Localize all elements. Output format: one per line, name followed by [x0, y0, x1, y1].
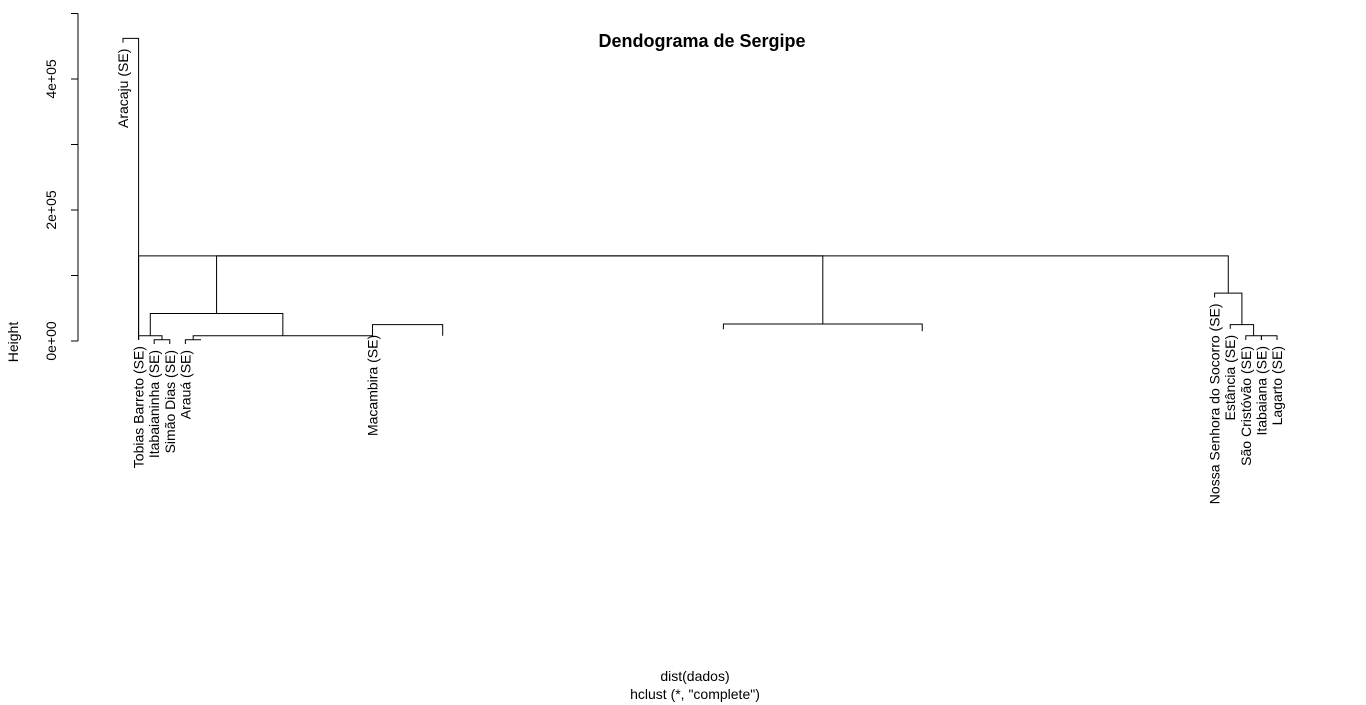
dendrogram-branch	[122, 37, 140, 341]
chart-title: Dendograma de Sergipe	[598, 31, 805, 51]
leaf-label: Aracaju (SE)	[115, 49, 131, 128]
dendrogram-branch	[138, 255, 1229, 341]
dendrogram-branch	[149, 312, 284, 336]
x-axis-sublabel: hclust (*, "complete")	[630, 686, 760, 702]
leaf-label: Estância (SE)	[1222, 335, 1238, 421]
x-axis-label: dist(dados)	[660, 668, 729, 684]
dendrogram-branch	[184, 339, 201, 344]
dendrogram-branch	[216, 255, 824, 324]
dendrogram-branch	[1245, 335, 1262, 341]
y-tick-label: 0e+00	[43, 321, 59, 361]
leaf-label: São Cristóvão (SE)	[1238, 346, 1254, 466]
dendrogram-branches	[122, 37, 1278, 344]
leaf-label: Arauá (SE)	[177, 350, 193, 419]
leaf-label: Nossa Senhora do Socorro (SE)	[1207, 303, 1223, 504]
leaf-label: Macambira (SE)	[365, 335, 381, 436]
y-tick-label: 2e+05	[43, 190, 59, 230]
leaf-label: Simão Dias (SE)	[162, 350, 178, 453]
y-axis-label: Height	[5, 322, 21, 363]
leaf-labels: Aracaju (SE) Tobias Barreto (SE) Itabaiani…	[115, 49, 1285, 505]
dendrogram-branch	[153, 339, 171, 344]
leaf-label: Lagarto (SE)	[1269, 346, 1285, 425]
y-axis: 0e+00 2e+05 4e+05	[43, 13, 79, 361]
dendrogram-branch	[372, 324, 444, 336]
dendrogram-branch	[1229, 324, 1255, 336]
y-tick-label: 4e+05	[43, 59, 59, 99]
leaf-label: Itabaianinha (SE)	[146, 350, 162, 458]
dendrogram-branch	[1260, 335, 1278, 341]
leaf-label: Tobias Barreto (SE)	[131, 346, 147, 468]
dendrogram-branch	[722, 323, 923, 332]
leaf-label: Itabaiana (SE)	[1253, 346, 1269, 436]
